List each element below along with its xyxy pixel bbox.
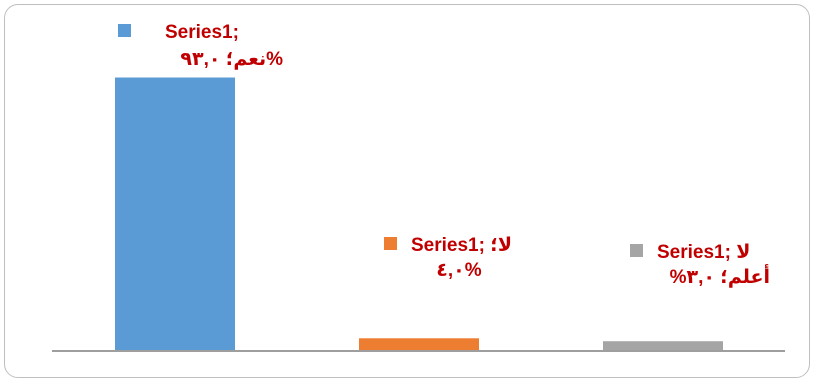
- data-label-yes: Series1; %نعم؛ ٩٣,٠: [118, 20, 283, 72]
- bar-yes: [115, 77, 235, 350]
- data-label-no-series: Series1; لا؛: [411, 235, 512, 256]
- data-label-dont-know-line1: Series1; لا: [630, 240, 770, 265]
- bar-no: [359, 338, 479, 350]
- data-label-yes-series: Series1;: [165, 22, 239, 43]
- data-label-dont-know-series: Series1; لا: [657, 242, 751, 263]
- bar-dont-know: [603, 341, 723, 350]
- data-label-yes-line1: Series1;: [118, 20, 283, 45]
- data-label-yes-value: %نعم؛ ٩٣,٠: [180, 49, 283, 70]
- data-label-no-value: ٤,٠%: [436, 260, 482, 281]
- data-label-dont-know-value: أعلم؛ ٣,٠%: [669, 267, 770, 288]
- data-label-no-line1: Series1; لا؛: [384, 233, 534, 258]
- legend-key-no: [384, 237, 397, 250]
- legend-key-yes: [118, 24, 131, 37]
- data-label-no: Series1; لا؛ ٤,٠%: [384, 233, 534, 283]
- bars-layer: [115, 77, 723, 350]
- data-label-dont-know: Series1; لا أعلم؛ ٣,٠%: [630, 240, 770, 290]
- legend-key-dont-know: [630, 244, 643, 257]
